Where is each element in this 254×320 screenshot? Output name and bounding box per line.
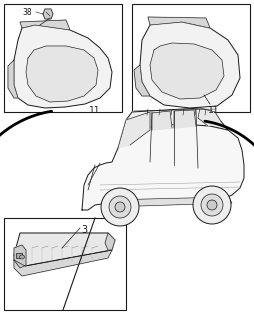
Polygon shape — [20, 20, 70, 30]
Polygon shape — [118, 108, 228, 148]
Circle shape — [201, 194, 223, 216]
Ellipse shape — [20, 255, 24, 259]
Polygon shape — [14, 233, 115, 266]
Bar — [4, 4, 122, 112]
Polygon shape — [8, 60, 18, 98]
Polygon shape — [43, 9, 53, 19]
Polygon shape — [152, 111, 172, 130]
Polygon shape — [14, 25, 112, 108]
Circle shape — [109, 196, 131, 218]
Circle shape — [207, 200, 217, 210]
Circle shape — [101, 188, 139, 226]
Polygon shape — [14, 245, 26, 268]
Polygon shape — [174, 110, 196, 128]
Text: 38: 38 — [22, 7, 32, 17]
Text: 3: 3 — [81, 225, 87, 235]
Text: 11: 11 — [89, 106, 101, 115]
Bar — [16, 253, 22, 258]
Circle shape — [115, 202, 125, 212]
Bar — [4, 218, 126, 310]
Circle shape — [193, 186, 231, 224]
Polygon shape — [82, 124, 244, 210]
Text: 11: 11 — [208, 106, 220, 115]
Polygon shape — [14, 250, 112, 276]
Polygon shape — [118, 112, 150, 148]
Polygon shape — [26, 46, 98, 102]
Polygon shape — [140, 22, 240, 108]
Polygon shape — [108, 197, 232, 207]
Polygon shape — [105, 233, 115, 250]
Bar — [132, 4, 250, 112]
Polygon shape — [198, 108, 220, 126]
Polygon shape — [134, 65, 150, 96]
Polygon shape — [150, 43, 224, 99]
Polygon shape — [148, 17, 210, 28]
